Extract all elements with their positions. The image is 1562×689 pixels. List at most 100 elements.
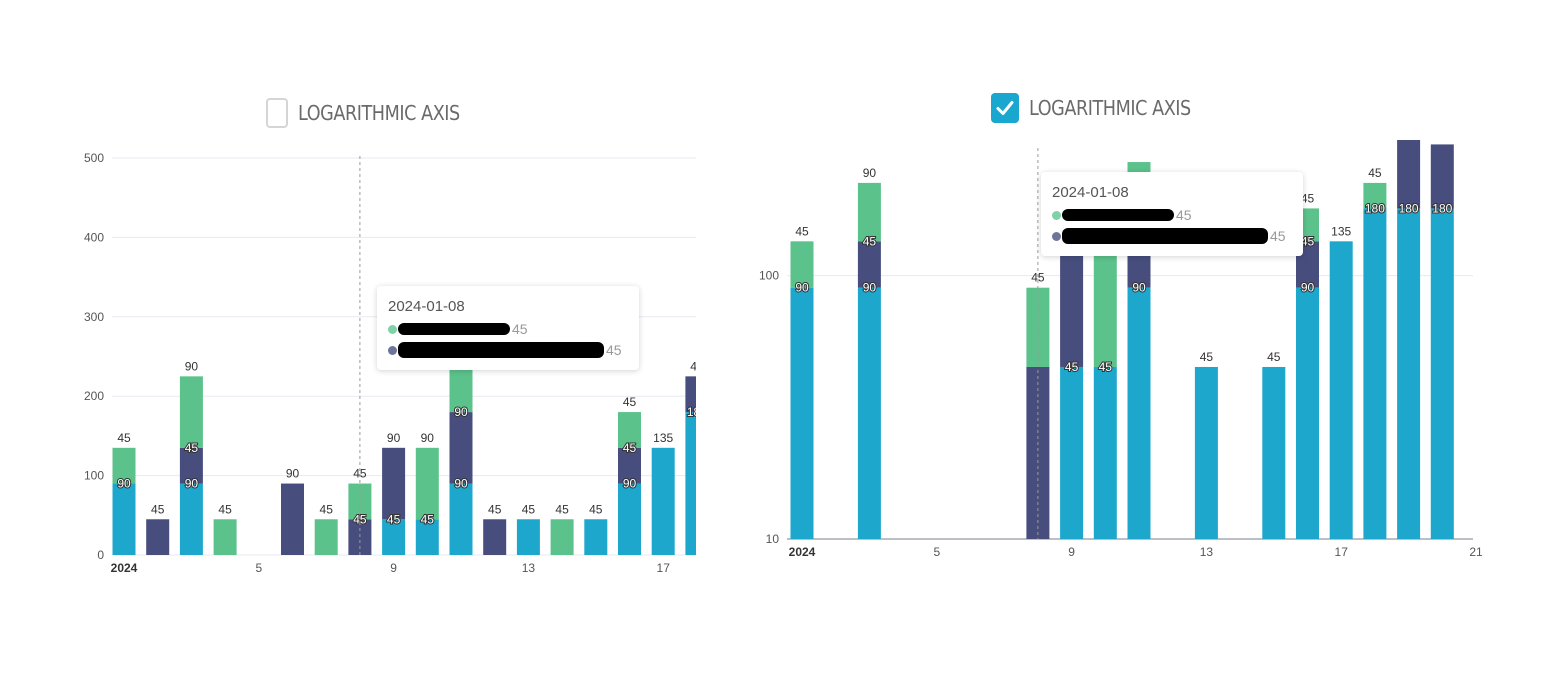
bar-inner-label: 180: [1432, 201, 1452, 215]
y-tick-label: 500: [84, 151, 104, 165]
bar-inner-label: 90: [117, 477, 131, 491]
log-axis-toggle-left[interactable]: LOGARITHMIC AXIS: [266, 98, 482, 128]
bar-segment-navy: [449, 412, 473, 484]
x-tick-label: 13: [1200, 545, 1214, 559]
bar-total-label: 90: [863, 166, 877, 180]
y-tick-label: 0: [97, 548, 104, 562]
bar-inner-label: 180: [1399, 201, 1419, 215]
redacted-series-name: [1062, 228, 1268, 244]
log-axis-toggle-right[interactable]: LOGARITHMIC AXIS: [991, 93, 1213, 123]
bar-segment-navy: [618, 447, 641, 484]
bar-total-label: 90: [421, 431, 435, 445]
bar-segment-blue: [1397, 208, 1421, 539]
bar-segment-green: [112, 447, 136, 484]
tooltip-row: 45: [1052, 207, 1192, 223]
bar-segment-blue: [1262, 366, 1286, 539]
bar-total-label: 45: [1301, 191, 1315, 205]
x-tick-label: 13: [522, 561, 536, 575]
bar-segment-blue: [112, 483, 136, 555]
bar-segment-navy: [1026, 366, 1050, 539]
bar-segment-navy: [857, 241, 881, 288]
bar-segment-blue: [584, 519, 608, 555]
bar-segment-blue: [1296, 287, 1319, 539]
log-axis-label-right: LOGARITHMIC AXIS: [1029, 96, 1191, 120]
bar-segment-navy: [685, 376, 696, 413]
bar-total-label: 45: [589, 502, 603, 516]
bar-segment-green: [1093, 241, 1117, 367]
log-axis-checkbox-right[interactable]: [991, 93, 1019, 123]
bar-segment-blue: [1093, 366, 1117, 539]
bar-total-label: 135: [1331, 224, 1351, 238]
bar-segment-blue: [651, 447, 675, 555]
bar-total-label: 45: [488, 502, 502, 516]
tooltip-date: 2024-01-08: [388, 298, 465, 315]
x-tick-label: 2024: [111, 561, 138, 575]
tooltip-value: 45: [1270, 228, 1286, 244]
y-tick-label: 100: [759, 269, 779, 283]
bar-total-label: 45: [1368, 166, 1382, 180]
bar-inner-label: 45: [421, 512, 435, 526]
bar-segment-navy: [1430, 144, 1454, 209]
bar-inner-label: 45: [353, 512, 367, 526]
x-tick-label: 21: [1469, 545, 1483, 559]
bar-segment-green: [179, 376, 203, 448]
x-tick-label: 17: [657, 561, 671, 575]
bar-segment-blue: [1127, 287, 1151, 539]
x-tick-label: 2024: [789, 545, 816, 559]
tooltip-row: 45: [388, 342, 622, 358]
series-dot: [1052, 210, 1061, 220]
tooltip-left: 2024-01-08 45 45: [377, 286, 639, 370]
check-icon: [996, 101, 1014, 115]
bar-total-label: 45: [1031, 271, 1045, 285]
bar-inner-label: 90: [454, 405, 468, 419]
y-tick-label: 200: [84, 389, 104, 403]
y-tick-label: 100: [84, 469, 104, 483]
bar-total-label: 45: [218, 502, 232, 516]
bar-segment-navy: [348, 519, 372, 555]
y-tick-label: 300: [84, 310, 104, 324]
bar-segment-blue: [1060, 366, 1084, 539]
bar-segment-navy: [483, 519, 507, 555]
redacted-series-name: [1062, 209, 1174, 221]
bar-total-label: 90: [185, 359, 199, 373]
bar-inner-label: 45: [1099, 360, 1113, 374]
x-tick-label: 17: [1335, 545, 1349, 559]
tooltip-row: 45: [1052, 228, 1286, 244]
bar-segment-green: [550, 519, 574, 555]
bar-segment-blue: [516, 519, 540, 555]
bar-total-label: 90: [387, 431, 401, 445]
bar-segment-blue: [1329, 241, 1353, 539]
bar-total-label: 45: [117, 431, 131, 445]
bar-total-label: 45: [623, 395, 637, 409]
bar-segment-green: [1026, 287, 1050, 367]
bar-segment-navy: [146, 519, 170, 555]
tooltip-date: 2024-01-08: [1052, 184, 1129, 201]
bar-total-label: 45: [795, 224, 809, 238]
bar-inner-label: 90: [454, 477, 468, 491]
bar-segment-blue: [1363, 208, 1387, 539]
bar-total-label: 45: [555, 502, 569, 516]
redacted-series-name: [398, 323, 510, 335]
bar-inner-label: 90: [623, 477, 637, 491]
bar-total-label: 45: [353, 467, 367, 481]
bar-inner-label: 90: [1132, 281, 1146, 295]
x-tick-label: 9: [390, 561, 397, 575]
bar-inner-label: 90: [1301, 281, 1315, 295]
bar-segment-navy: [179, 447, 203, 484]
bar-inner-label: 45: [1065, 360, 1079, 374]
bar-segment-blue: [857, 287, 881, 539]
bar-inner-label: 180: [687, 405, 707, 419]
bar-total-label: 135: [1432, 140, 1452, 141]
series-dot: [388, 324, 397, 334]
bar-inner-label: 45: [387, 512, 401, 526]
bar-segment-blue: [382, 519, 406, 555]
bar-segment-green: [857, 182, 881, 242]
x-tick-label: 9: [1068, 545, 1075, 559]
bar-total-label: 90: [286, 467, 300, 481]
series-dot: [388, 345, 397, 355]
tooltip-row: 45: [388, 321, 528, 337]
log-axis-checkbox-left[interactable]: [266, 98, 288, 128]
bar-segment-green: [213, 519, 237, 555]
bar-segment-green: [790, 241, 814, 288]
